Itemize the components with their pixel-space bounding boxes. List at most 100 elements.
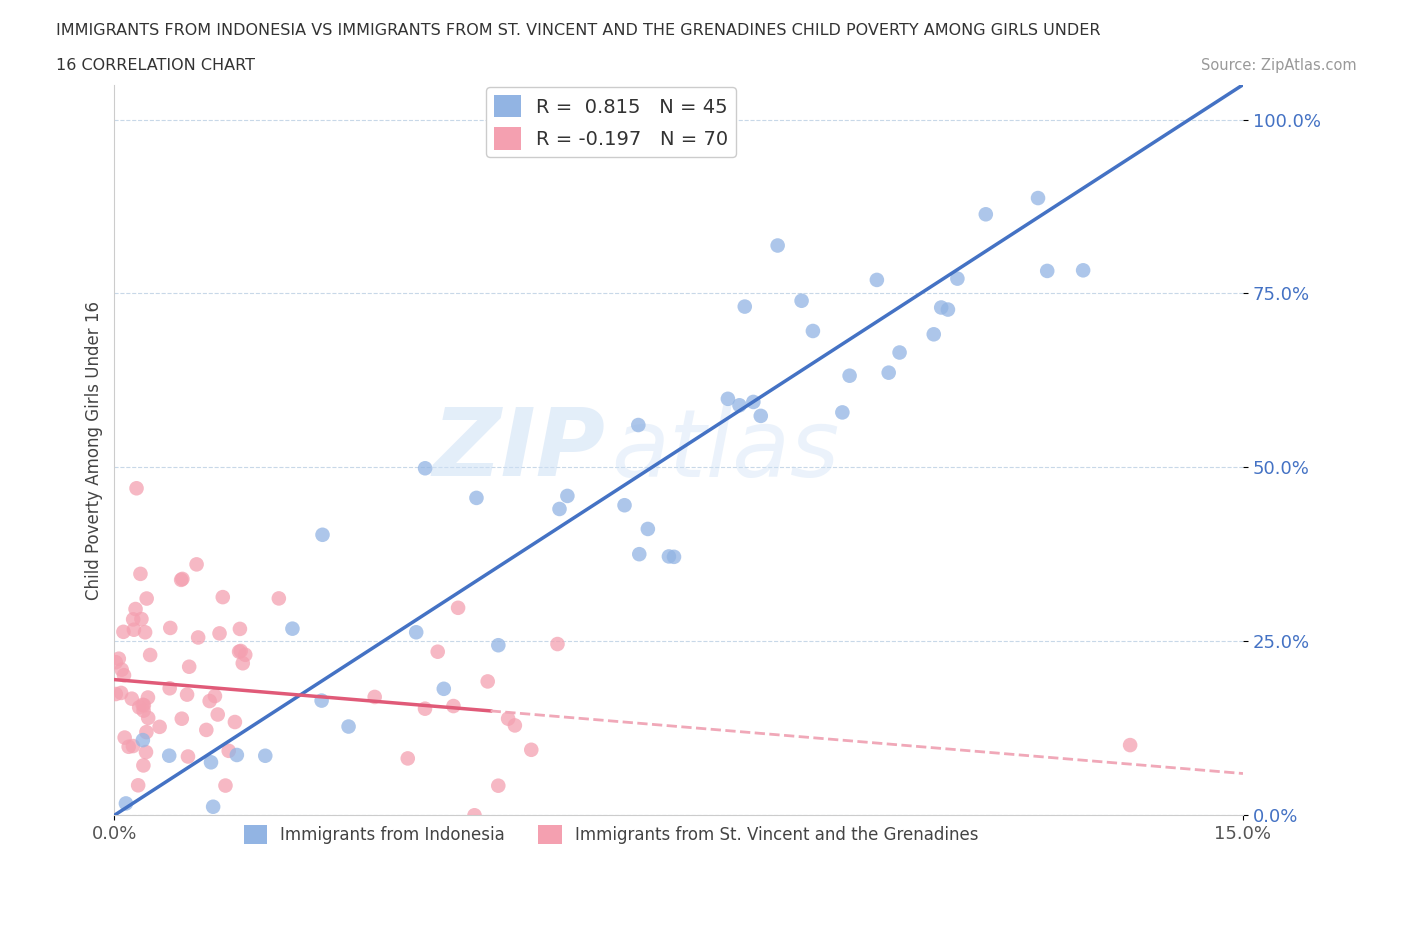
Point [176,687,198,702]
Point [946,272,969,286]
Legend: Immigrants from Indonesia, Immigrants from St. Vincent and the Grenadines: Immigrants from Indonesia, Immigrants fr… [236,818,986,851]
Point [224,714,246,729]
Point [749,408,772,423]
Point [157,749,180,764]
Point [547,637,569,652]
Point [114,730,136,745]
Point [486,638,509,653]
Point [132,733,155,748]
Point [115,796,138,811]
Point [311,693,333,708]
Point [170,573,193,588]
Point [496,711,519,726]
Point [139,647,162,662]
Text: Source: ZipAtlas.com: Source: ZipAtlas.com [1201,58,1357,73]
Point [135,724,157,739]
Point [232,656,254,671]
Point [187,630,209,644]
Point [228,644,250,659]
Point [149,720,172,735]
Point [122,738,145,753]
Point [734,299,756,314]
Point [186,557,208,572]
Point [218,743,240,758]
Point [132,698,155,712]
Point [233,647,256,662]
Point [112,624,135,639]
Point [831,405,853,419]
Point [118,739,141,754]
Point [131,612,153,627]
Point [838,368,860,383]
Text: 16 CORRELATION CHART: 16 CORRELATION CHART [56,58,256,73]
Point [127,777,149,792]
Point [936,302,959,317]
Point [426,644,449,659]
Point [172,571,194,586]
Point [132,758,155,773]
Point [486,778,509,793]
Point [520,742,543,757]
Point [363,689,385,704]
Point [396,751,419,765]
Point [124,602,146,617]
Point [211,590,233,604]
Point [198,694,221,709]
Point [122,622,145,637]
Point [111,662,134,677]
Point [877,365,900,380]
Point [136,711,159,725]
Point [974,206,997,221]
Point [613,498,636,512]
Point [121,691,143,706]
Point [662,550,685,565]
Point [443,698,465,713]
Point [766,238,789,253]
Point [557,488,579,503]
Point [107,651,129,666]
Point [413,461,436,476]
Point [433,682,456,697]
Point [104,655,127,670]
Point [1071,263,1094,278]
Point [801,324,824,339]
Point [628,547,651,562]
Point [195,723,218,737]
Point [134,625,156,640]
Point [170,711,193,726]
Point [548,501,571,516]
Point [104,686,127,701]
Point [477,674,499,689]
Text: IMMIGRANTS FROM INDONESIA VS IMMIGRANTS FROM ST. VINCENT AND THE GRENADINES CHIL: IMMIGRANTS FROM INDONESIA VS IMMIGRANTS … [56,23,1101,38]
Point [503,718,526,733]
Point [135,591,157,606]
Point [889,345,911,360]
Point [405,625,427,640]
Point [128,700,150,715]
Point [179,659,201,674]
Point [204,688,226,703]
Point [229,621,252,636]
Point [177,749,200,764]
Point [866,272,889,287]
Point [159,620,181,635]
Point [337,719,360,734]
Point [1119,737,1142,752]
Y-axis label: Child Poverty Among Girls Under 16: Child Poverty Among Girls Under 16 [86,300,103,600]
Point [717,392,740,406]
Point [637,522,659,537]
Point [742,394,765,409]
Point [254,749,277,764]
Point [110,685,132,700]
Point [131,698,153,712]
Point [311,527,333,542]
Point [125,481,148,496]
Point [1036,263,1059,278]
Point [112,668,135,683]
Point [207,707,229,722]
Point [658,549,681,564]
Point [790,293,813,308]
Point [132,703,155,718]
Point [225,748,247,763]
Point [465,490,488,505]
